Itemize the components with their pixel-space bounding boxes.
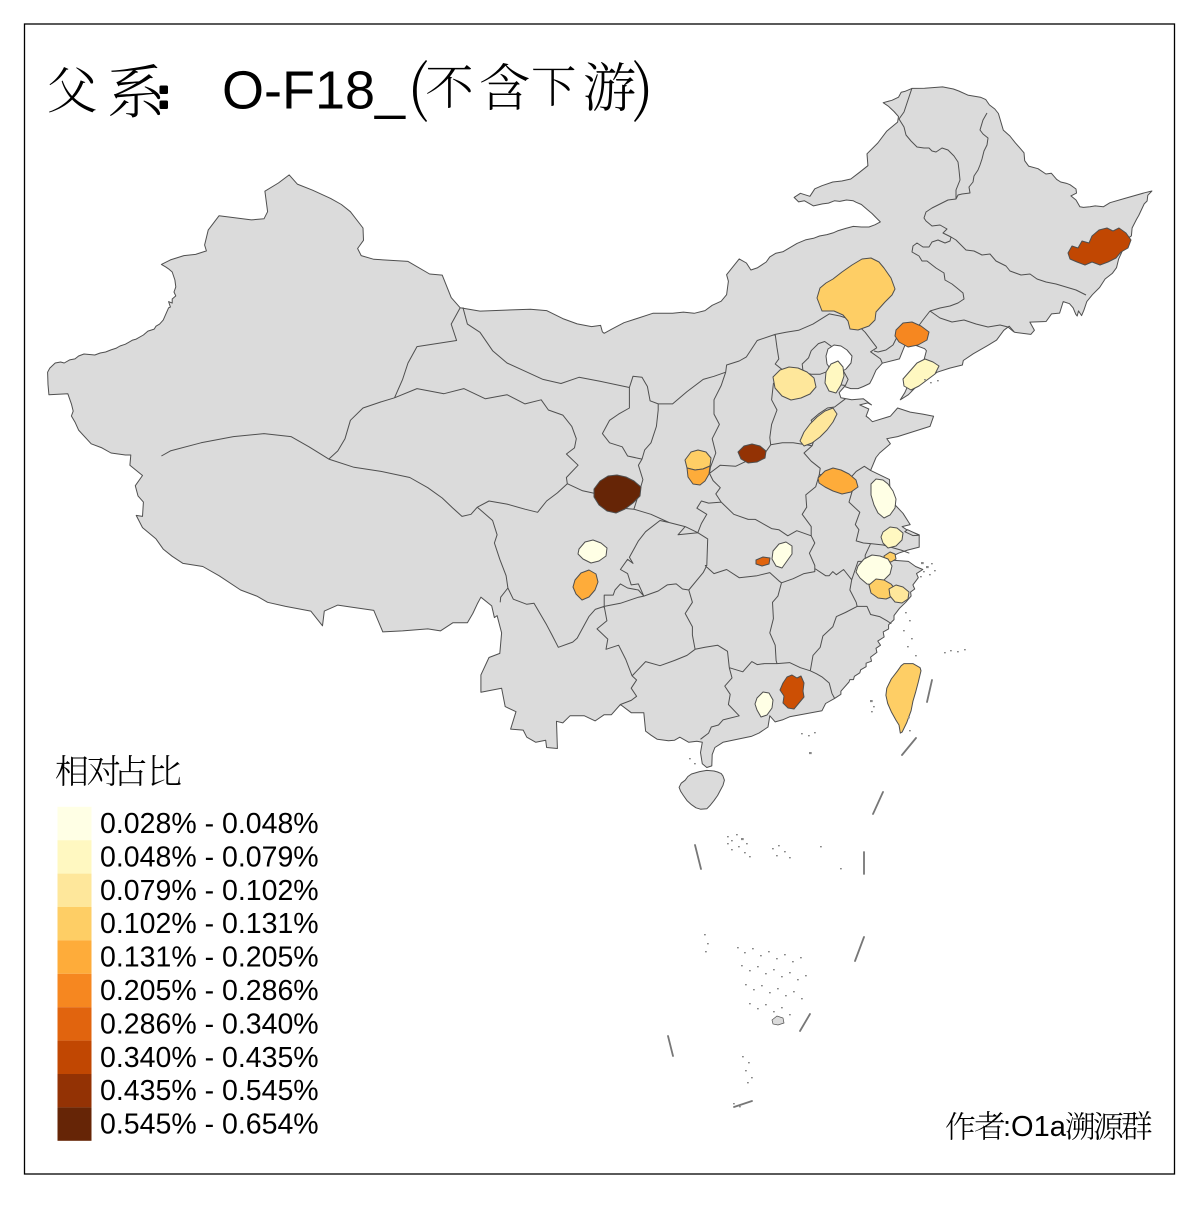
svg-text:0.102% - 0.131%: 0.102% - 0.131% bbox=[100, 908, 319, 940]
svg-text:0.131% - 0.205%: 0.131% - 0.205% bbox=[100, 942, 319, 974]
svg-text:0.079% - 0.102%: 0.079% - 0.102% bbox=[100, 875, 319, 907]
svg-text::O1a: :O1a bbox=[1003, 1111, 1067, 1143]
svg-text:O-F18_: O-F18_ bbox=[222, 61, 406, 121]
svg-text:0.048% - 0.079%: 0.048% - 0.079% bbox=[100, 841, 319, 873]
svg-text:0.028% - 0.048%: 0.028% - 0.048% bbox=[100, 808, 319, 840]
svg-text:0.435% - 0.545%: 0.435% - 0.545% bbox=[100, 1075, 319, 1107]
svg-text:0.205% - 0.286%: 0.205% - 0.286% bbox=[100, 975, 319, 1007]
svg-text:0.340% - 0.435%: 0.340% - 0.435% bbox=[100, 1042, 319, 1074]
svg-text:0.286% - 0.340%: 0.286% - 0.340% bbox=[100, 1008, 319, 1040]
svg-text:0.545% - 0.654%: 0.545% - 0.654% bbox=[100, 1109, 319, 1141]
